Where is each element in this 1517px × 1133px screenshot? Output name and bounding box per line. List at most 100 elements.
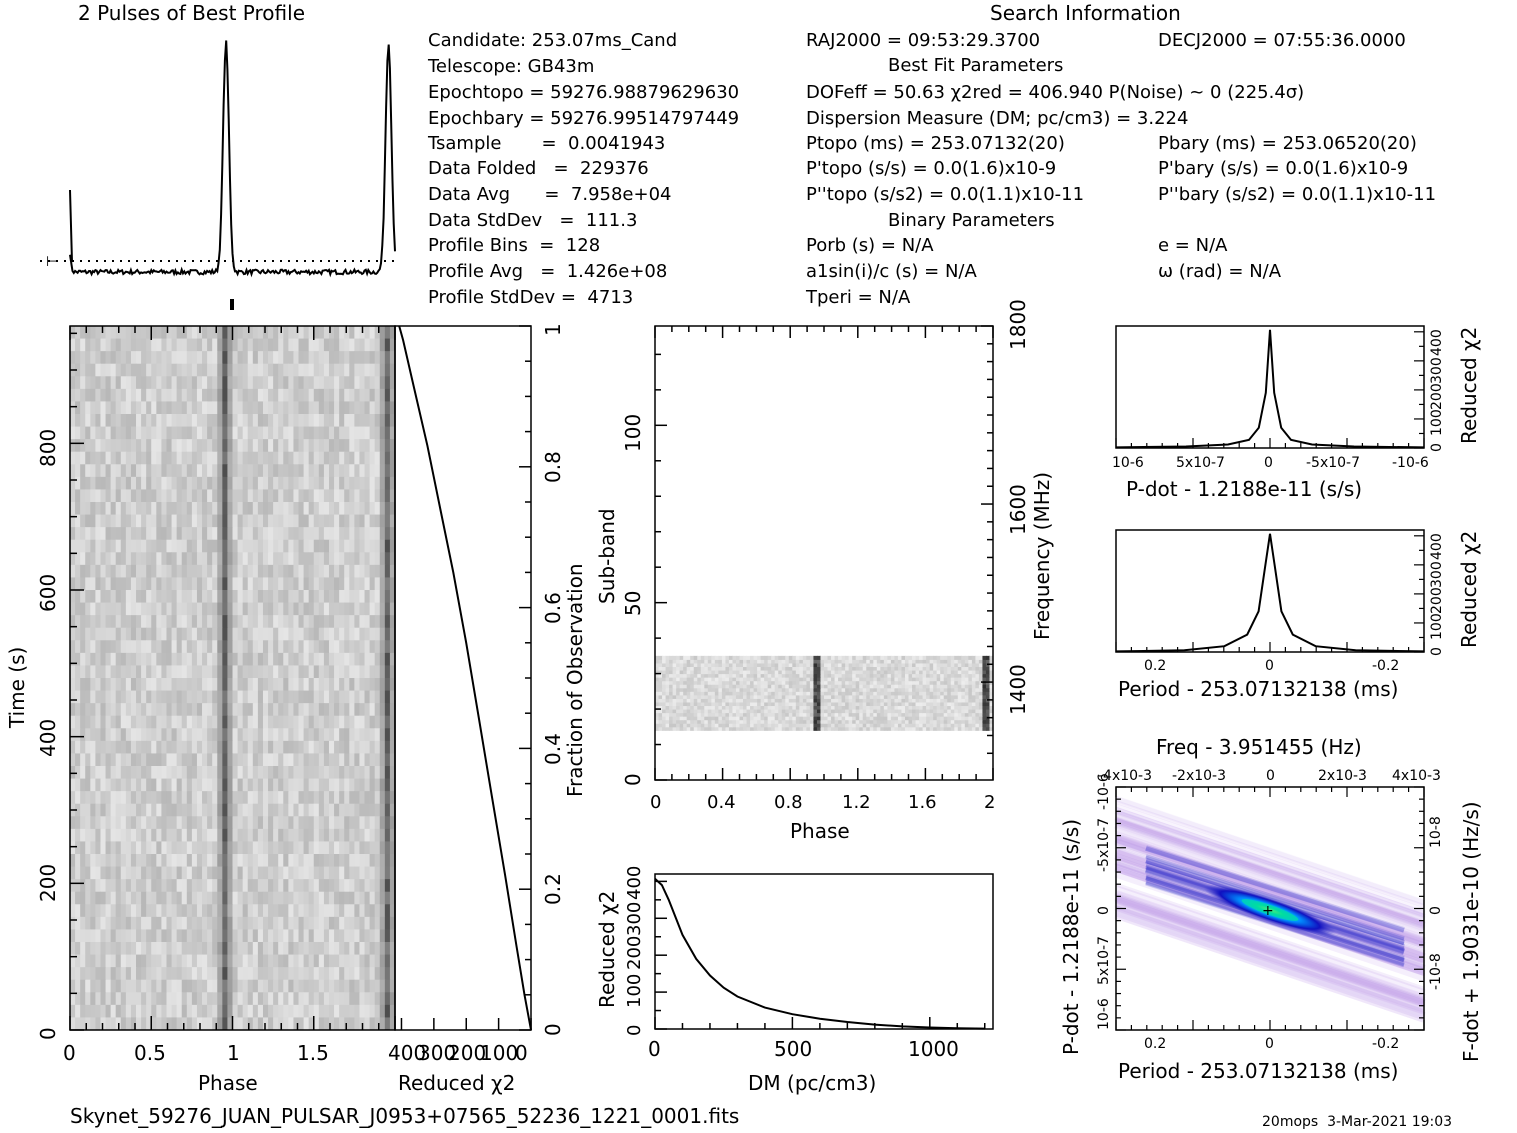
subband-cell	[834, 723, 839, 728]
subband-cell	[859, 716, 864, 721]
time-phase-cell	[136, 803, 142, 817]
time-phase-cell	[105, 363, 112, 377]
subband-cell	[824, 705, 829, 710]
chi2-time-x-tick-3: 100	[480, 1041, 518, 1065]
time-phase-cell	[318, 590, 325, 604]
subband-cell	[679, 698, 684, 703]
time-phase-cell	[323, 942, 330, 956]
time-phase-cell	[186, 967, 193, 981]
time-phase-cell	[247, 338, 254, 352]
time-phase-cell	[70, 929, 76, 943]
time-phase-cell	[207, 791, 213, 805]
time-phase-cell	[293, 766, 300, 780]
subband-cell	[795, 709, 800, 714]
chi2-time-y-tick-4: 0.8	[541, 451, 565, 483]
time-phase-cell	[369, 891, 376, 905]
subband-cell	[679, 719, 684, 724]
time-phase-cell	[384, 979, 391, 993]
subband-cell	[901, 709, 906, 714]
time-phase-cell	[110, 527, 117, 541]
time-phase-cell	[70, 979, 76, 993]
time-phase-cell	[359, 527, 366, 541]
subband-cell	[665, 705, 670, 710]
time-phase-cell	[217, 803, 223, 817]
time-phase-cell	[125, 665, 132, 679]
time-phase-cell	[85, 766, 91, 780]
time-phase-cell	[166, 715, 173, 729]
time-phase-cell	[156, 439, 162, 453]
time-phase-cell	[247, 602, 254, 616]
time-phase-cell	[389, 1004, 396, 1018]
time-phase-cell	[212, 803, 218, 817]
subband-cell	[848, 684, 853, 689]
time-phase-cell	[125, 627, 132, 641]
time-phase-cell	[120, 828, 127, 842]
time-phase-cell	[95, 426, 101, 440]
time-phase-cell	[237, 891, 244, 905]
time-phase-cell	[222, 665, 228, 679]
subband-cell	[665, 698, 670, 703]
time-phase-cell	[141, 451, 147, 465]
time-phase-cell	[191, 426, 198, 440]
time-phase-cell	[303, 942, 310, 956]
time-phase-cell	[374, 338, 381, 352]
time-phase-cell	[298, 401, 305, 415]
time-phase-cell	[283, 652, 289, 666]
time-phase-cell	[334, 414, 340, 428]
time-phase-cell	[318, 879, 325, 893]
time-phase-cell	[252, 363, 259, 377]
time-phase-cell	[70, 464, 76, 478]
subband-cell	[954, 694, 959, 699]
time-phase-cell	[146, 916, 152, 930]
subband-cell	[767, 691, 772, 696]
time-phase-cell	[146, 451, 152, 465]
subband-cell	[778, 684, 783, 689]
time-phase-cell	[364, 363, 371, 377]
time-phase-cell	[191, 338, 198, 352]
subband-cell	[912, 726, 917, 731]
subband-cell	[732, 694, 737, 699]
subband-cell	[792, 709, 797, 714]
time-phase-cell	[349, 866, 355, 880]
time-phase-cell	[242, 363, 249, 377]
time-phase-cell	[207, 552, 213, 566]
time-phase-cell	[136, 476, 142, 490]
time-phase-cell	[262, 564, 269, 578]
time-phase-cell	[120, 967, 127, 981]
time-phase-cell	[389, 464, 396, 478]
time-phase-cell	[120, 954, 127, 968]
time-phase-cell	[303, 388, 310, 402]
time-phase-cell	[196, 866, 203, 880]
time-phase-cell	[384, 640, 391, 654]
time-phase-cell	[247, 363, 254, 377]
time-phase-cell	[328, 879, 335, 893]
time-phase-cell	[146, 866, 152, 880]
time-phase-cell	[283, 401, 289, 415]
subband-cell	[806, 705, 811, 710]
time-phase-cell	[95, 791, 101, 805]
subband-cell	[750, 691, 755, 696]
time-phase-cell	[156, 502, 162, 516]
subband-cell	[764, 698, 769, 703]
time-phase-cell	[313, 577, 320, 591]
time-phase-cell	[308, 715, 315, 729]
time-phase-cell	[334, 891, 340, 905]
time-phase-cell	[181, 527, 188, 541]
time-phase-cell	[130, 665, 137, 679]
time-phase-cell	[105, 564, 112, 578]
time-phase-cell	[384, 828, 391, 842]
time-phase-cell	[298, 879, 305, 893]
time-phase-cell	[120, 879, 127, 893]
time-phase-cell	[384, 590, 391, 604]
subband-cell	[672, 709, 677, 714]
time-phase-cell	[308, 590, 315, 604]
time-phase-cell	[257, 879, 264, 893]
subband-cell	[750, 698, 755, 703]
time-phase-cell	[95, 539, 101, 553]
time-phase-cell	[247, 904, 254, 918]
time-phase-cell	[115, 502, 122, 516]
time-phase-cell	[146, 703, 152, 717]
time-phase-cell	[136, 464, 142, 478]
time-phase-cell	[288, 665, 294, 679]
time-phase-cell	[202, 476, 208, 490]
